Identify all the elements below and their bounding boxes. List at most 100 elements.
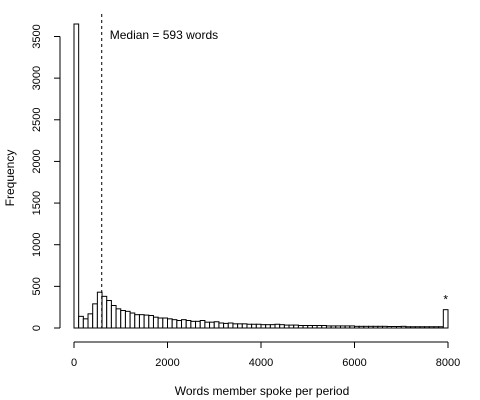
histogram-bar [209,321,215,329]
histogram-bar [82,318,89,329]
histogram-bar [138,314,145,329]
y-tick-label: 2500 [31,108,43,132]
histogram-bar [330,325,337,329]
histogram-bar [339,325,346,329]
histogram-bar [223,322,229,329]
x-axis-label: Words member spoke per period [175,384,350,398]
histogram-bar [255,323,262,329]
histogram-bar [302,325,309,329]
histogram-bar [213,321,220,329]
histogram-bar [190,320,197,329]
histogram-bar [396,326,402,329]
histogram-bar [433,326,440,329]
histogram-bar [283,324,290,329]
histogram-bar [246,323,253,329]
histogram-bar [363,325,370,329]
histogram-bar [288,324,295,329]
histogram-bar [181,319,187,329]
histogram-bar [218,322,225,329]
histogram-bar [414,326,421,329]
histogram-bar [279,324,285,329]
histogram-bar [274,323,281,329]
histogram-bar [321,325,327,329]
histogram-bar [269,324,276,329]
histogram-bar [148,315,154,329]
histogram-bar [428,326,435,329]
histogram-bar [386,326,393,329]
histogram-bar [311,325,318,329]
histogram-bar [87,313,94,329]
histogram-bar [424,326,430,329]
x-axis: 0 2000 4000 6000 8000 [71,341,460,369]
y-tick-label: 3500 [31,24,43,48]
histogram-bar [372,325,379,329]
x-tick-label: 0 [71,357,77,369]
histogram-bar [227,322,234,329]
histogram-bar [316,325,323,329]
histogram-bar [110,305,117,329]
histogram-bar [251,323,257,329]
y-tick-label: 0 [31,325,43,331]
histogram-bar [73,23,80,329]
histogram-bar [307,325,313,329]
histogram-bar [344,325,351,329]
y-tick-label: 2000 [31,149,43,173]
histogram-bar [157,317,164,329]
histogram-bar [297,325,304,329]
histogram-bar [349,325,356,329]
histogram-bar [335,325,341,329]
histogram-bar [358,325,365,329]
histogram-bar [400,325,407,329]
histogram-bar [101,295,108,329]
histogram-bar [377,325,384,329]
histogram-bar [199,320,206,329]
overflow-marker: * [443,293,448,307]
histogram-bar [171,319,178,329]
x-tick-label: 8000 [436,357,460,369]
histogram-bar [419,326,426,329]
histogram-bar [260,324,267,329]
histogram-bar [115,308,122,329]
histogram-bar [129,312,136,329]
y-tick-label: 3000 [31,66,43,90]
histogram-bar [185,320,192,329]
histogram-bar [92,303,98,329]
x-tick-label: 4000 [249,357,273,369]
histogram-bar [241,323,248,329]
histogram-bar [78,315,84,329]
overflow-bar-group [442,309,449,329]
histogram-bar [204,321,211,329]
y-axis: 0 500 1000 1500 2000 2500 3000 3500 [31,24,61,331]
y-axis-label: Frequency [3,150,17,207]
histogram-bar [106,300,112,329]
histogram-bar [134,314,140,329]
y-tick-label: 1000 [31,232,43,256]
histogram-bar [325,325,332,329]
histogram-bar [152,316,159,329]
x-tick-label: 6000 [342,357,366,369]
overflow-bar [442,309,449,329]
y-tick-label: 1500 [31,191,43,215]
histogram-bar [382,325,388,329]
histogram-bar [391,326,398,329]
histogram-bar [120,310,126,329]
histogram-bar [237,323,243,329]
histogram-bar [176,320,183,329]
histogram-bar [293,324,299,329]
histogram-bars [73,23,449,329]
histogram-bar [167,318,173,329]
histogram-bar [438,326,444,329]
histogram-bar [354,325,360,329]
histogram-bar [265,324,271,329]
histogram-bar [405,326,412,329]
histogram-bar [195,320,201,329]
histogram-bar [124,310,131,329]
median-annotation: Median = 593 words [110,28,218,42]
histogram-bar [410,326,416,329]
x-tick-label: 2000 [155,357,179,369]
histogram-bar [232,323,239,329]
histogram-bar [162,317,169,329]
y-tick-label: 500 [31,277,43,295]
histogram-bar [368,325,374,329]
